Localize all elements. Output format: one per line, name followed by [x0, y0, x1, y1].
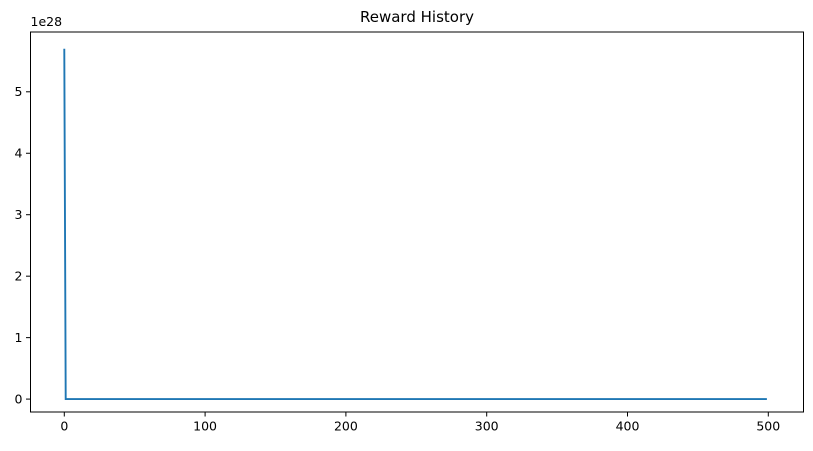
x-tick-label: 0	[60, 419, 68, 434]
y-tick-label: 3	[15, 207, 23, 222]
y-tick-label: 4	[15, 146, 23, 161]
chart-title: Reward History	[360, 8, 474, 26]
x-tick-label: 400	[616, 419, 640, 434]
x-tick-label: 200	[334, 419, 358, 434]
y-tick-label: 0	[15, 391, 23, 406]
y-axis-offset-label: 1e28	[31, 14, 63, 29]
y-tick-label: 5	[15, 84, 23, 99]
x-tick-label: 300	[475, 419, 499, 434]
axes-spines	[30, 31, 804, 413]
y-tick-label: 2	[15, 268, 23, 283]
x-tick-label: 500	[756, 419, 780, 434]
x-tick-label: 100	[193, 419, 217, 434]
y-tick-label: 1	[15, 330, 23, 345]
series-line-reward	[63, 48, 767, 401]
